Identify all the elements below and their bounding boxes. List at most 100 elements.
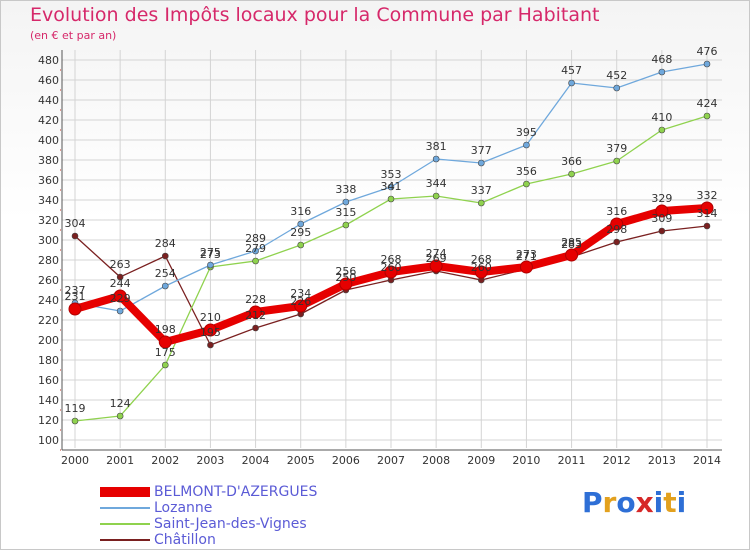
y-tick-label: 180 — [38, 354, 59, 367]
y-tick-label: 320 — [38, 214, 59, 227]
data-point-saint-jean-des-vignes — [342, 221, 350, 229]
y-tick-label: 460 — [38, 74, 59, 87]
data-label-belmont-d-azergues: 256 — [335, 265, 356, 278]
data-label-saint-jean-des-vignes: 424 — [697, 97, 718, 110]
proxiti-logo: Proxiti — [582, 486, 686, 519]
y-tick-label: 280 — [38, 254, 59, 267]
y-tick-label: 220 — [38, 314, 59, 327]
data-point-ch-tillon — [252, 324, 259, 332]
legend-label-chatillon: Châtillon — [154, 532, 216, 548]
y-tick-label: 300 — [38, 234, 59, 247]
data-point-lozanne — [342, 198, 350, 206]
data-label-ch-tillon: 250 — [335, 271, 356, 284]
legend-item-saint-jean: Saint-Jean-des-Vignes — [100, 516, 430, 532]
data-label-ch-tillon: 260 — [381, 261, 402, 274]
data-label-ch-tillon: 314 — [697, 207, 718, 220]
data-point-saint-jean-des-vignes — [568, 170, 575, 178]
data-point-belmont-d-azergues — [474, 265, 488, 279]
data-point-belmont-d-azergues — [249, 305, 263, 319]
data-label-ch-tillon: 226 — [290, 295, 311, 308]
data-point-belmont-d-azergues — [294, 299, 308, 313]
x-tick-label: 2010 — [512, 454, 540, 467]
data-point-saint-jean-des-vignes — [658, 126, 666, 134]
logo-letter: r — [602, 486, 617, 519]
x-tick-label: 2005 — [287, 454, 315, 467]
data-label-belmont-d-azergues: 234 — [290, 287, 311, 300]
data-label-belmont-d-azergues: 273 — [516, 248, 537, 261]
data-point-ch-tillon — [703, 222, 711, 230]
chart-subtitle: (en € et par an) — [30, 29, 117, 42]
data-label-saint-jean-des-vignes: 341 — [381, 180, 402, 193]
data-point-belmont-d-azergues — [519, 260, 533, 274]
logo-letter: P — [582, 486, 603, 519]
x-tick-label: 2012 — [603, 454, 631, 467]
data-point-belmont-d-azergues — [158, 335, 172, 349]
y-tick-label: 360 — [38, 174, 59, 187]
data-label-lozanne: 289 — [245, 232, 266, 245]
data-label-belmont-d-azergues: 244 — [110, 277, 131, 290]
data-label-belmont-d-azergues: 332 — [697, 189, 718, 202]
data-point-saint-jean-des-vignes — [613, 157, 621, 165]
x-tick-label: 2009 — [467, 454, 495, 467]
data-point-belmont-d-azergues — [113, 289, 127, 303]
data-point-lozanne — [703, 60, 711, 68]
data-point-lozanne — [658, 68, 666, 76]
data-label-saint-jean-des-vignes: 379 — [606, 142, 627, 155]
data-point-ch-tillon — [207, 341, 214, 349]
logo-letter: x — [635, 486, 654, 519]
data-label-ch-tillon: 212 — [245, 309, 266, 322]
data-point-ch-tillon — [161, 252, 169, 260]
data-label-saint-jean-des-vignes: 175 — [155, 346, 176, 359]
data-point-belmont-d-azergues — [610, 217, 624, 231]
data-point-ch-tillon — [71, 232, 79, 240]
data-label-saint-jean-des-vignes: 366 — [561, 155, 582, 168]
x-tick-label: 2003 — [196, 454, 224, 467]
data-point-saint-jean-des-vignes — [432, 192, 440, 200]
logo-letter: o — [616, 486, 636, 519]
data-label-lozanne: 275 — [200, 246, 221, 259]
data-label-lozanne: 229 — [110, 292, 131, 305]
data-label-lozanne: 353 — [381, 168, 402, 181]
data-label-lozanne: 316 — [290, 205, 311, 218]
data-label-lozanne: 468 — [651, 53, 672, 66]
legend-label-lozanne: Lozanne — [154, 500, 213, 516]
data-point-saint-jean-des-vignes — [161, 361, 169, 369]
data-label-ch-tillon: 271 — [516, 250, 537, 263]
y-tick-label: 120 — [38, 414, 59, 427]
data-point-saint-jean-des-vignes — [116, 412, 124, 420]
legend-swatch-belmont — [100, 487, 150, 497]
data-label-ch-tillon: 263 — [110, 258, 131, 271]
y-tick-label: 240 — [38, 294, 59, 307]
data-point-lozanne — [523, 141, 530, 149]
y-tick-label: 420 — [38, 114, 59, 127]
data-label-lozanne: 452 — [606, 69, 627, 82]
data-label-saint-jean-des-vignes: 295 — [290, 226, 311, 239]
data-label-saint-jean-des-vignes: 273 — [200, 248, 221, 261]
data-label-lozanne: 476 — [697, 45, 718, 58]
data-label-saint-jean-des-vignes: 344 — [426, 177, 447, 190]
logo-letter: i — [676, 486, 687, 519]
data-label-belmont-d-azergues: 228 — [245, 293, 266, 306]
data-point-belmont-d-azergues — [68, 302, 82, 316]
data-point-belmont-d-azergues — [384, 265, 398, 279]
legend-swatch-chatillon — [100, 539, 150, 541]
data-point-ch-tillon — [116, 273, 124, 281]
x-tick-label: 2011 — [558, 454, 586, 467]
data-label-belmont-d-azergues: 231 — [65, 290, 86, 303]
data-label-belmont-d-azergues: 268 — [381, 253, 402, 266]
y-tick-label: 380 — [38, 154, 59, 167]
data-point-lozanne — [252, 247, 259, 255]
y-tick-label: 100 — [38, 434, 59, 447]
data-point-saint-jean-des-vignes — [387, 195, 395, 203]
data-point-saint-jean-des-vignes — [252, 257, 259, 265]
y-tick-label: 160 — [38, 374, 59, 387]
data-point-ch-tillon — [613, 238, 621, 246]
data-point-lozanne — [613, 84, 621, 92]
y-tick-label: 440 — [38, 94, 59, 107]
data-label-ch-tillon: 269 — [426, 252, 447, 265]
data-point-belmont-d-azergues — [429, 259, 443, 273]
legend-swatch-lozanne — [100, 507, 150, 509]
y-tick-label: 260 — [38, 274, 59, 287]
data-label-lozanne: 338 — [335, 183, 356, 196]
